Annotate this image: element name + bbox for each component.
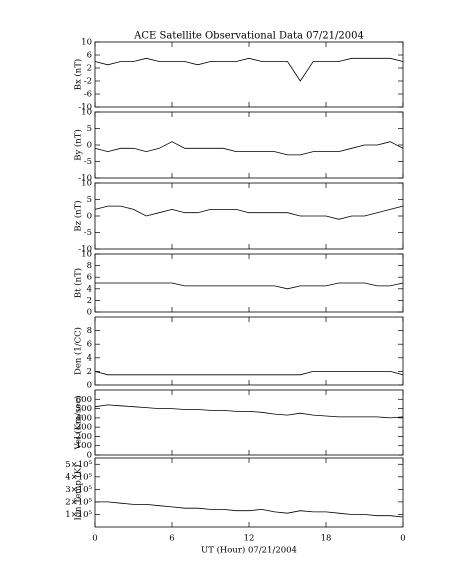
y-axis-label: By (nT) — [73, 129, 84, 161]
y-tick-label: -5 — [84, 228, 92, 238]
y-tick-label: 4 — [87, 284, 92, 294]
y-tick-label: 0 — [87, 451, 92, 461]
y-axis-label: Bz (nT) — [73, 200, 84, 231]
y-tick-label: 10 — [81, 179, 92, 189]
y-tick-label: 5 — [87, 124, 92, 134]
y-tick-label: 6 — [87, 273, 92, 283]
x-axis-label: UT (Hour) 07/21/2004 — [201, 545, 297, 556]
x-tick-label: 12 — [244, 534, 255, 544]
x-tick-label: 0 — [400, 534, 405, 544]
y-axis-label: Bt (nT) — [73, 268, 84, 298]
y-tick-label: 8 — [87, 326, 92, 336]
panel-frame — [94, 457, 404, 528]
y-axis-label: Vel (Km/sec) — [73, 396, 84, 451]
y-tick-label: 10 — [81, 108, 92, 118]
data-line — [94, 404, 404, 419]
y-tick-label: 3×10⁵ — [65, 485, 92, 495]
y-tick-label: -6 — [84, 90, 92, 100]
data-line — [94, 371, 404, 376]
panel-frame — [94, 389, 404, 456]
y-tick-label: 400 — [76, 413, 92, 423]
y-tick-label: -10 — [78, 103, 92, 113]
y-tick-label: 10 — [81, 38, 92, 48]
data-line — [95, 501, 404, 518]
data-line — [94, 57, 404, 82]
y-tick-label: -10 — [78, 174, 92, 184]
y-tick-label: -5 — [84, 157, 92, 167]
y-tick-label: 1×10⁵ — [65, 510, 92, 520]
panel-frame — [94, 41, 404, 108]
data-line — [94, 141, 404, 156]
panel-frame — [94, 111, 404, 179]
y-tick-label: 2 — [87, 367, 92, 377]
x-tick-label: 18 — [321, 534, 332, 544]
x-tick-label: 0 — [92, 534, 97, 544]
y-tick-label: 600 — [76, 395, 92, 405]
chart-title: ACE Satellite Observational Data 07/21/2… — [133, 31, 364, 42]
y-tick-label: 500 — [76, 404, 92, 414]
y-axis-label: Ion Temp (K) — [73, 465, 84, 521]
y-tick-label: 6 — [87, 340, 92, 350]
y-tick-label: 2 — [87, 296, 92, 306]
y-tick-label: 4 — [87, 353, 92, 363]
y-tick-label: 300 — [76, 423, 92, 433]
y-tick-label: 4×10⁵ — [65, 472, 92, 482]
y-tick-label: 6 — [87, 51, 92, 61]
y-tick-label: 5 — [87, 195, 92, 205]
x-tick-label: 6 — [169, 534, 174, 544]
y-tick-label: -10 — [78, 245, 92, 255]
y-tick-label: 0 — [87, 381, 92, 391]
y-tick-label: 0 — [87, 212, 92, 222]
y-tick-label: 10 — [81, 250, 92, 260]
y-tick-label: 100 — [76, 441, 92, 451]
y-tick-label: 0 — [87, 141, 92, 151]
y-tick-label: 8 — [87, 261, 92, 271]
y-tick-label: 2×10⁵ — [65, 497, 92, 507]
y-tick-label: 5×10⁵ — [65, 460, 92, 470]
data-line — [95, 282, 404, 290]
y-axis-label: Bx (nT) — [73, 59, 84, 91]
y-tick-label: 0 — [87, 308, 92, 318]
y-axis-label: Den (1/CC) — [73, 327, 84, 375]
y-tick-label: -2 — [84, 77, 92, 87]
data-line — [94, 205, 404, 220]
y-tick-label: 200 — [76, 432, 92, 442]
y-tick-label: 2 — [87, 64, 92, 74]
